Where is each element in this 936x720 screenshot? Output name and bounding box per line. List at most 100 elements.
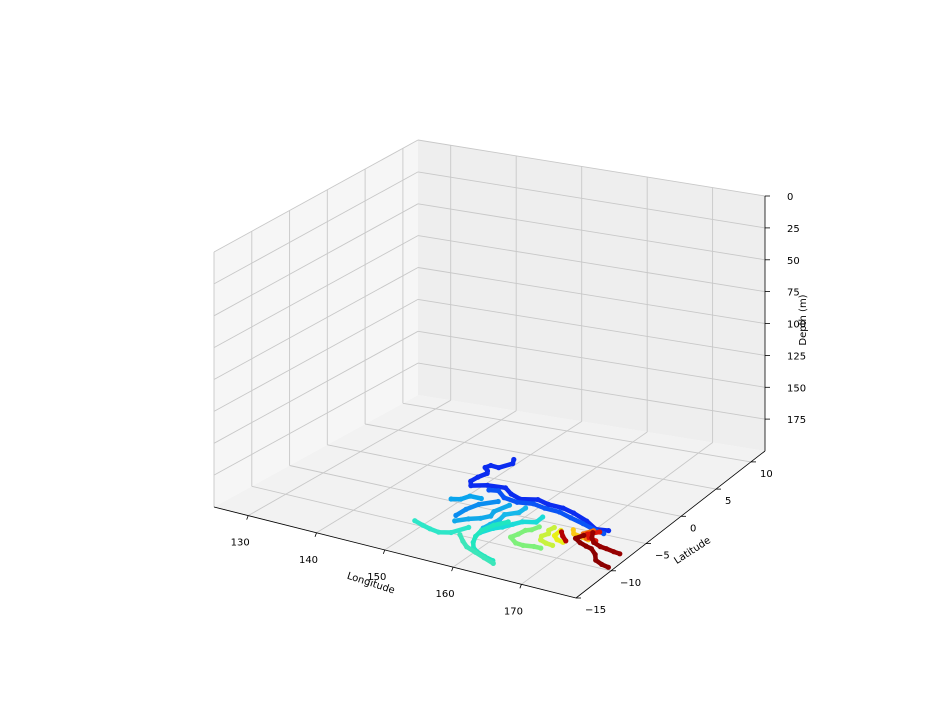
trajectory-point [529, 527, 535, 533]
y-tick-label: −15 [585, 605, 606, 616]
trajectory-point [535, 497, 541, 503]
trajectory-point [475, 474, 481, 480]
y-tick-label: −5 [655, 551, 670, 562]
z-grid-line [213, 171, 419, 285]
axis-edges [213, 195, 770, 599]
trajectory-point [588, 546, 595, 552]
trajectory-point [478, 527, 485, 534]
x-tick-label: 140 [299, 555, 318, 566]
z-tick-label: 125 [787, 351, 806, 362]
trajectory-point [542, 505, 548, 511]
trajectory-point [468, 478, 474, 484]
trajectory-point [506, 502, 513, 508]
x-grid-line [521, 442, 713, 585]
z-grid-line [417, 298, 766, 356]
x-tick-label: 160 [436, 589, 455, 600]
trajectory-point [516, 509, 522, 516]
z-tick-label: 75 [787, 288, 800, 299]
trajectory-point [606, 528, 612, 534]
trajectory-point [466, 524, 472, 531]
trajectory-point [556, 509, 563, 515]
trajectory-point [452, 518, 458, 524]
trajectory-point [560, 533, 566, 539]
y-axis-label: Latitude [672, 535, 713, 567]
y-tick-label: 0 [690, 523, 696, 534]
trajectory-point [511, 456, 517, 463]
trajectory-point [463, 506, 469, 512]
z-grid-line [213, 139, 419, 253]
trajectory-point [510, 521, 516, 527]
y-tick-label: 10 [760, 469, 773, 480]
trajectory-line [453, 499, 501, 518]
trajectory-point [476, 501, 482, 507]
z-grid-line [417, 171, 766, 229]
trajectory-point [589, 535, 595, 541]
y-tick-label: −10 [620, 578, 641, 589]
trajectory-point [436, 529, 442, 535]
trajectory-point [515, 531, 521, 537]
trajectory-point [505, 519, 511, 525]
trajectory-point [470, 539, 476, 545]
z-tick-label: 50 [787, 256, 800, 267]
z-tick-label: 150 [787, 383, 806, 394]
trajectory-point [466, 516, 472, 522]
y-axis-line [575, 450, 766, 599]
x-tick-mark [519, 584, 522, 589]
trajectory-point [502, 485, 509, 491]
trajectory-point [484, 470, 490, 476]
trajectory-point [523, 505, 529, 511]
trajectory-point [568, 515, 574, 521]
trajectory-point [536, 524, 542, 530]
trajectories [412, 456, 623, 570]
trajectory-point [484, 482, 490, 488]
trajectory-point [571, 531, 577, 537]
x-tick-mark [451, 566, 454, 572]
y-grid-line [365, 423, 717, 490]
trajectory-point [545, 501, 552, 507]
y-tick-label: 5 [725, 496, 731, 507]
trajectory-point [508, 491, 514, 497]
trajectory-point [468, 483, 474, 489]
trajectory-point [496, 465, 502, 471]
trajectory-point [508, 534, 514, 540]
trajectory-point [611, 549, 617, 555]
trajectory-point [477, 515, 483, 521]
trajectory-point [491, 509, 497, 515]
trajectory-point [448, 529, 454, 536]
trajectory-point [545, 531, 552, 537]
trajectory-point [592, 551, 598, 558]
trajectory-point [453, 512, 459, 519]
trajectory-point [495, 488, 501, 494]
x-axis-line [213, 506, 577, 599]
trajectory-point [472, 549, 478, 555]
z-grid-line [417, 235, 766, 293]
z-grid-line [213, 299, 419, 412]
trajectory-point [599, 561, 605, 568]
z-grid-line [417, 267, 766, 324]
trajectory-point [486, 487, 492, 493]
z-grid-line [213, 267, 419, 380]
z-grid-line [417, 362, 766, 420]
trajectory-point [572, 535, 579, 541]
x-tick-mark [246, 515, 249, 520]
x-tick-mark [382, 549, 386, 555]
z-tick-label: 175 [787, 415, 806, 426]
z-tick-label: 0 [787, 192, 793, 203]
trajectory-point [496, 517, 502, 523]
trajectory-point [502, 511, 508, 518]
z-tick-label: 100 [787, 320, 806, 331]
z-grid-line [417, 330, 766, 388]
y-grid-line [327, 444, 682, 517]
trajectory-point [581, 532, 587, 539]
trajectory-point [551, 533, 558, 539]
trajectory-point [513, 540, 519, 546]
trajectory-point [457, 532, 463, 538]
trajectory-point [473, 533, 479, 539]
grid-lines [213, 139, 766, 599]
trajectory-point [412, 518, 418, 524]
trajectory-point [590, 530, 596, 536]
x-grid-line [452, 431, 648, 568]
trajectory-point [467, 493, 473, 499]
z-grid-line [417, 203, 766, 261]
